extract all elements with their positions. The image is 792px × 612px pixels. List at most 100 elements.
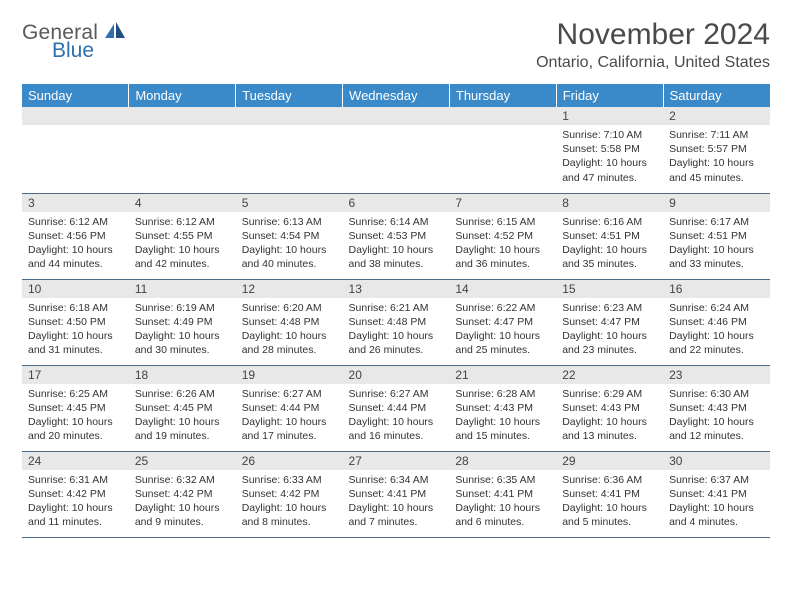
sunset-text: Sunset: 4:43 PM xyxy=(669,401,764,415)
sunrise-text: Sunrise: 6:29 AM xyxy=(562,387,657,401)
day-number: 30 xyxy=(663,452,770,470)
sunrise-text: Sunrise: 6:12 AM xyxy=(28,215,123,229)
day-number xyxy=(343,107,450,125)
calendar-day-cell: 12Sunrise: 6:20 AMSunset: 4:48 PMDayligh… xyxy=(236,279,343,365)
day-number: 27 xyxy=(343,452,450,470)
weekday-header-row: SundayMondayTuesdayWednesdayThursdayFrid… xyxy=(22,84,770,107)
daylight-text: Daylight: 10 hours and 6 minutes. xyxy=(455,501,550,529)
calendar-day-cell: 15Sunrise: 6:23 AMSunset: 4:47 PMDayligh… xyxy=(556,279,663,365)
calendar-day-cell: 7Sunrise: 6:15 AMSunset: 4:52 PMDaylight… xyxy=(449,193,556,279)
day-number: 5 xyxy=(236,194,343,212)
sunrise-text: Sunrise: 6:28 AM xyxy=(455,387,550,401)
sunset-text: Sunset: 4:48 PM xyxy=(242,315,337,329)
daylight-text: Daylight: 10 hours and 19 minutes. xyxy=(135,415,230,443)
sunset-text: Sunset: 4:45 PM xyxy=(28,401,123,415)
sunrise-text: Sunrise: 6:12 AM xyxy=(135,215,230,229)
day-details: Sunrise: 6:31 AMSunset: 4:42 PMDaylight:… xyxy=(22,470,129,534)
calendar-day-cell: 26Sunrise: 6:33 AMSunset: 4:42 PMDayligh… xyxy=(236,451,343,537)
sunrise-text: Sunrise: 6:32 AM xyxy=(135,473,230,487)
daylight-text: Daylight: 10 hours and 11 minutes. xyxy=(28,501,123,529)
day-details: Sunrise: 6:20 AMSunset: 4:48 PMDaylight:… xyxy=(236,298,343,362)
day-number: 14 xyxy=(449,280,556,298)
sunrise-text: Sunrise: 6:13 AM xyxy=(242,215,337,229)
weekday-header: Friday xyxy=(556,84,663,107)
weekday-header: Saturday xyxy=(663,84,770,107)
day-details: Sunrise: 6:34 AMSunset: 4:41 PMDaylight:… xyxy=(343,470,450,534)
daylight-text: Daylight: 10 hours and 8 minutes. xyxy=(242,501,337,529)
daylight-text: Daylight: 10 hours and 30 minutes. xyxy=(135,329,230,357)
sunset-text: Sunset: 4:47 PM xyxy=(455,315,550,329)
day-number: 6 xyxy=(343,194,450,212)
calendar-day-cell: 11Sunrise: 6:19 AMSunset: 4:49 PMDayligh… xyxy=(129,279,236,365)
weekday-header: Tuesday xyxy=(236,84,343,107)
day-details: Sunrise: 6:27 AMSunset: 4:44 PMDaylight:… xyxy=(236,384,343,448)
daylight-text: Daylight: 10 hours and 9 minutes. xyxy=(135,501,230,529)
day-number: 28 xyxy=(449,452,556,470)
sunrise-text: Sunrise: 6:31 AM xyxy=(28,473,123,487)
sunrise-text: Sunrise: 6:21 AM xyxy=(349,301,444,315)
sunrise-text: Sunrise: 6:16 AM xyxy=(562,215,657,229)
day-details: Sunrise: 6:18 AMSunset: 4:50 PMDaylight:… xyxy=(22,298,129,362)
calendar-day-cell: 4Sunrise: 6:12 AMSunset: 4:55 PMDaylight… xyxy=(129,193,236,279)
day-number: 15 xyxy=(556,280,663,298)
sunrise-text: Sunrise: 6:20 AM xyxy=(242,301,337,315)
day-details: Sunrise: 6:16 AMSunset: 4:51 PMDaylight:… xyxy=(556,212,663,276)
sunrise-text: Sunrise: 6:14 AM xyxy=(349,215,444,229)
day-details: Sunrise: 7:11 AMSunset: 5:57 PMDaylight:… xyxy=(663,125,770,189)
daylight-text: Daylight: 10 hours and 40 minutes. xyxy=(242,243,337,271)
sunrise-text: Sunrise: 6:34 AM xyxy=(349,473,444,487)
calendar-week-row: 17Sunrise: 6:25 AMSunset: 4:45 PMDayligh… xyxy=(22,365,770,451)
sunset-text: Sunset: 4:51 PM xyxy=(562,229,657,243)
sunrise-text: Sunrise: 6:30 AM xyxy=(669,387,764,401)
weekday-header: Thursday xyxy=(449,84,556,107)
sunset-text: Sunset: 4:42 PM xyxy=(135,487,230,501)
calendar-day-cell: 18Sunrise: 6:26 AMSunset: 4:45 PMDayligh… xyxy=(129,365,236,451)
day-number: 10 xyxy=(22,280,129,298)
sunset-text: Sunset: 5:58 PM xyxy=(562,142,657,156)
daylight-text: Daylight: 10 hours and 33 minutes. xyxy=(669,243,764,271)
day-number: 26 xyxy=(236,452,343,470)
day-number: 22 xyxy=(556,366,663,384)
sunrise-text: Sunrise: 6:23 AM xyxy=(562,301,657,315)
calendar-day-cell: 10Sunrise: 6:18 AMSunset: 4:50 PMDayligh… xyxy=(22,279,129,365)
day-details: Sunrise: 6:12 AMSunset: 4:56 PMDaylight:… xyxy=(22,212,129,276)
sunset-text: Sunset: 4:47 PM xyxy=(562,315,657,329)
calendar-day-cell: 13Sunrise: 6:21 AMSunset: 4:48 PMDayligh… xyxy=(343,279,450,365)
day-number: 3 xyxy=(22,194,129,212)
calendar-day-cell: 20Sunrise: 6:27 AMSunset: 4:44 PMDayligh… xyxy=(343,365,450,451)
day-number: 17 xyxy=(22,366,129,384)
day-number: 4 xyxy=(129,194,236,212)
sunset-text: Sunset: 4:53 PM xyxy=(349,229,444,243)
day-number xyxy=(449,107,556,125)
day-details: Sunrise: 7:10 AMSunset: 5:58 PMDaylight:… xyxy=(556,125,663,189)
day-details: Sunrise: 6:26 AMSunset: 4:45 PMDaylight:… xyxy=(129,384,236,448)
calendar-day-cell: 29Sunrise: 6:36 AMSunset: 4:41 PMDayligh… xyxy=(556,451,663,537)
day-number: 21 xyxy=(449,366,556,384)
daylight-text: Daylight: 10 hours and 7 minutes. xyxy=(349,501,444,529)
month-title: November 2024 xyxy=(536,18,770,52)
daylight-text: Daylight: 10 hours and 15 minutes. xyxy=(455,415,550,443)
day-details: Sunrise: 6:13 AMSunset: 4:54 PMDaylight:… xyxy=(236,212,343,276)
weekday-header: Sunday xyxy=(22,84,129,107)
brand-logo: General Blue xyxy=(22,22,125,61)
daylight-text: Daylight: 10 hours and 44 minutes. xyxy=(28,243,123,271)
day-number: 9 xyxy=(663,194,770,212)
calendar-table: SundayMondayTuesdayWednesdayThursdayFrid… xyxy=(22,84,770,538)
calendar-day-cell: 28Sunrise: 6:35 AMSunset: 4:41 PMDayligh… xyxy=(449,451,556,537)
calendar-day-cell: 6Sunrise: 6:14 AMSunset: 4:53 PMDaylight… xyxy=(343,193,450,279)
sunset-text: Sunset: 5:57 PM xyxy=(669,142,764,156)
sunrise-text: Sunrise: 6:35 AM xyxy=(455,473,550,487)
calendar-day-cell: 22Sunrise: 6:29 AMSunset: 4:43 PMDayligh… xyxy=(556,365,663,451)
sunrise-text: Sunrise: 6:26 AM xyxy=(135,387,230,401)
calendar-day-cell: 24Sunrise: 6:31 AMSunset: 4:42 PMDayligh… xyxy=(22,451,129,537)
day-details: Sunrise: 6:33 AMSunset: 4:42 PMDaylight:… xyxy=(236,470,343,534)
day-details: Sunrise: 6:35 AMSunset: 4:41 PMDaylight:… xyxy=(449,470,556,534)
sunset-text: Sunset: 4:42 PM xyxy=(242,487,337,501)
day-number xyxy=(22,107,129,125)
sunset-text: Sunset: 4:52 PM xyxy=(455,229,550,243)
sunset-text: Sunset: 4:44 PM xyxy=(349,401,444,415)
day-number: 18 xyxy=(129,366,236,384)
day-number: 19 xyxy=(236,366,343,384)
calendar-day-cell: 3Sunrise: 6:12 AMSunset: 4:56 PMDaylight… xyxy=(22,193,129,279)
calendar-day-cell: 9Sunrise: 6:17 AMSunset: 4:51 PMDaylight… xyxy=(663,193,770,279)
